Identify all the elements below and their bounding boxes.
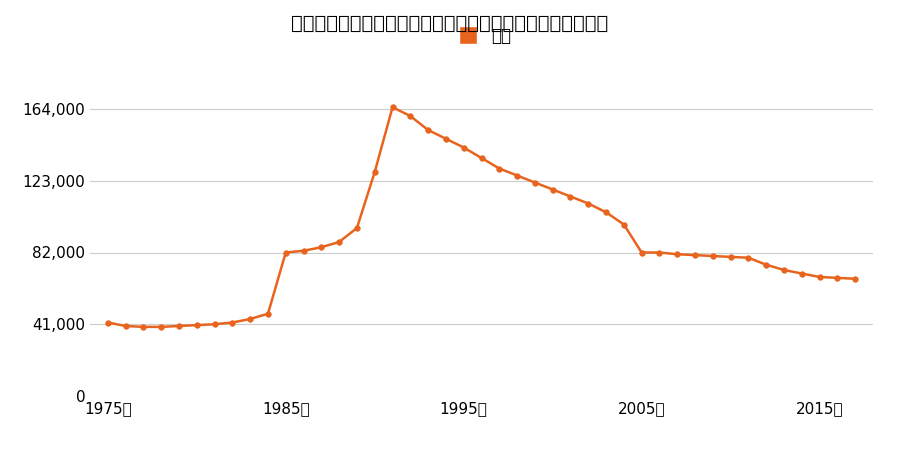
Text: 栃木県宇都宮市一の沢町字大谷道上２５０番１９の地価推移: 栃木県宇都宮市一の沢町字大谷道上２５０番１９の地価推移: [292, 14, 608, 32]
Legend: 価格: 価格: [445, 20, 518, 51]
